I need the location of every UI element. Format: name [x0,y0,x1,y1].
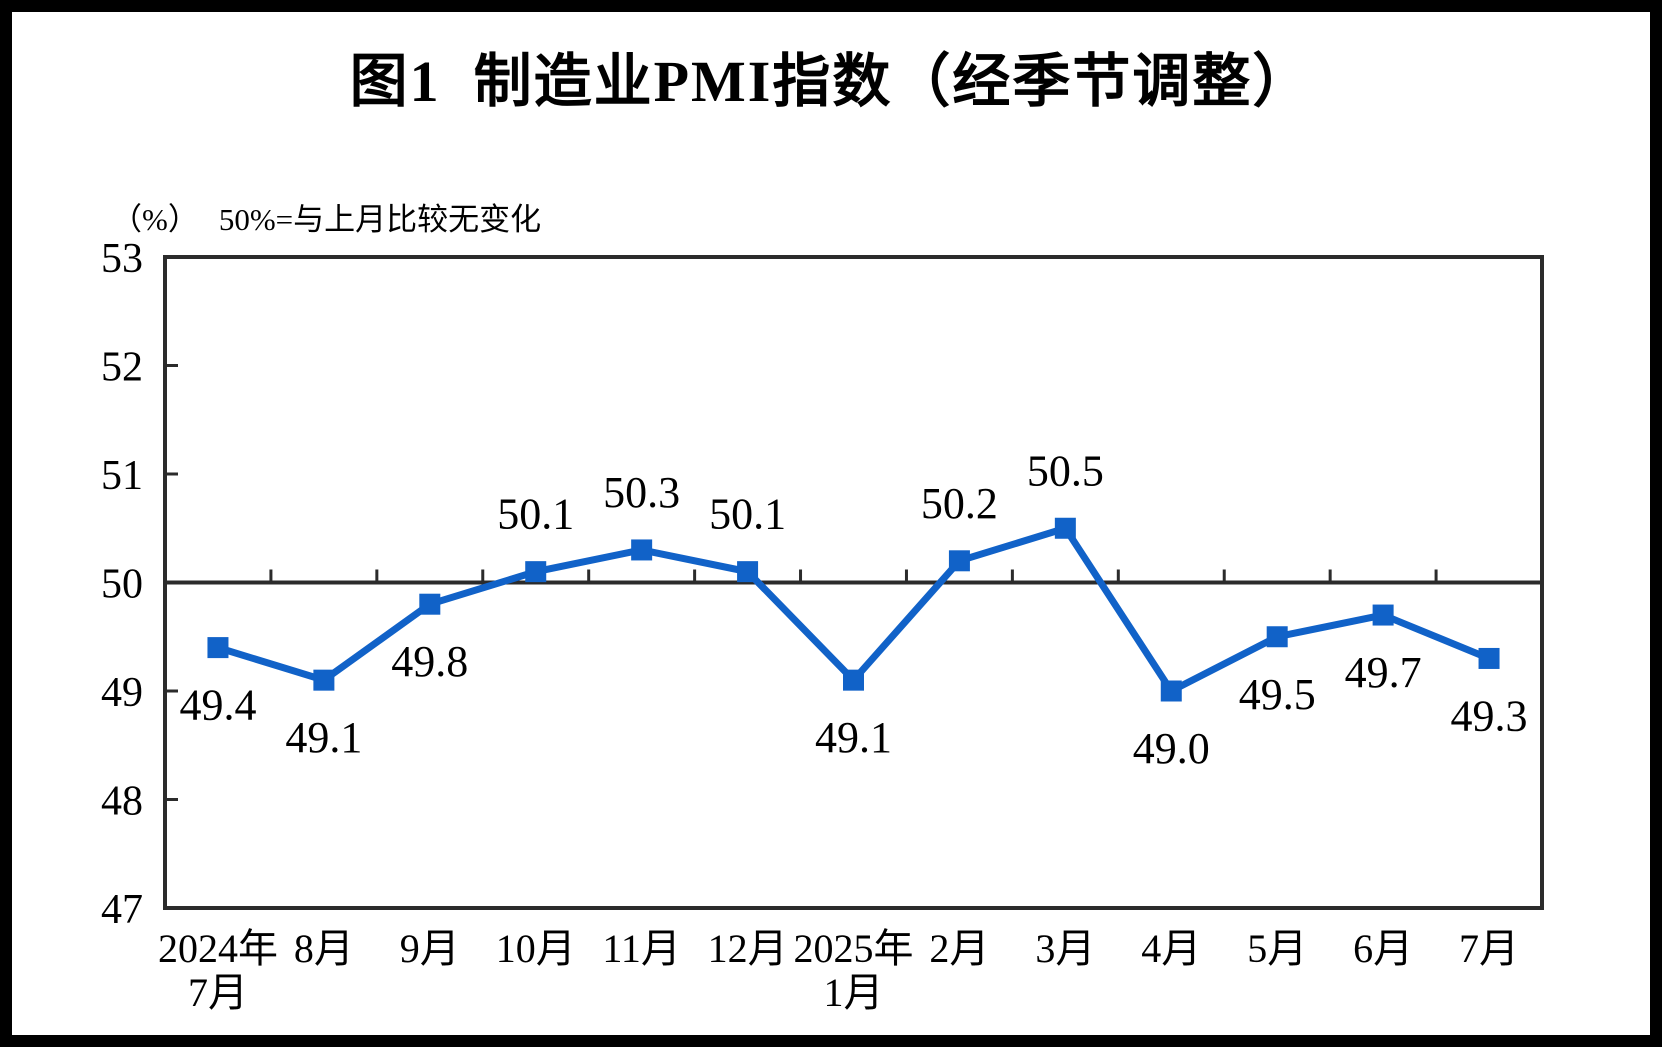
data-point-label: 49.1 [285,713,362,762]
data-point-label: 50.2 [921,479,998,528]
y-tick-label: 51 [101,453,143,499]
data-point-marker [843,669,864,691]
x-tick-label: 2025年 [794,926,914,971]
data-point-marker [1372,604,1394,626]
data-point-label: 49.3 [1451,691,1528,740]
y-tick-label: 47 [101,887,143,933]
axis-unit-and-note: （%） 50%=与上月比较无变化 [80,158,541,275]
x-tick-label: 2月 [929,926,989,971]
y-axis-labels: 47 48 49 50 51 52 53 [101,236,143,933]
data-point-marker [631,539,653,561]
data-point-label: 49.0 [1133,724,1210,773]
chart-title: 图1 制造业PMI指数（经季节调整） [349,49,1313,114]
data-point-marker [207,637,229,659]
data-point-marker [525,561,547,583]
data-point-label: 49.4 [179,681,256,730]
data-point-label: 50.5 [1027,446,1104,495]
x-tick-label: 5月 [1247,926,1307,971]
y-tick-label: 50 [101,562,143,608]
x-tick-label: 4月 [1141,926,1201,971]
baseline-note: 50%=与上月比较无变化 [218,202,542,237]
x-tick-label: 7月 [1459,926,1519,971]
data-point-label: 49.7 [1345,648,1422,697]
x-tick-label: 2024年 [158,926,278,971]
data-point-marker [1160,680,1182,702]
y-axis-unit-label: （%） [111,202,199,237]
data-point-label: 49.1 [815,713,892,762]
data-point-label: 49.8 [391,637,468,686]
data-point-marker [737,561,759,583]
y-tick-label: 52 [101,345,143,391]
x-tick-label: 3月 [1035,926,1095,971]
y-tick-label: 53 [101,236,143,282]
data-point-label: 50.1 [497,490,574,539]
data-labels: 49.4 49.1 49.8 50.1 50.3 50.1 49.1 50.2 50.5 49.0… [179,446,1527,773]
data-point-marker [1478,647,1500,669]
data-point-marker [1054,517,1076,539]
y-tick-label: 48 [101,779,143,825]
x-tick-label-line2: 1月 [824,970,884,1015]
x-tick-label: 12月 [708,926,788,971]
x-tick-label: 6月 [1353,926,1413,971]
data-point-marker [1266,626,1288,648]
x-tick-label: 9月 [400,926,460,971]
axes [163,255,1544,910]
data-point-marker [313,669,335,691]
x-tick-label: 10月 [496,926,576,971]
pmi-series [207,517,1500,702]
data-point-marker [948,550,970,572]
data-point-label: 49.5 [1239,670,1316,719]
y-tick-label: 49 [101,670,143,716]
data-point-label: 50.3 [603,468,680,517]
x-tick-label-line2: 7月 [188,970,248,1015]
x-tick-label: 8月 [294,926,354,971]
x-tick-label: 11月 [602,926,681,971]
data-point-label: 50.1 [709,490,786,539]
data-point-marker [419,593,441,615]
